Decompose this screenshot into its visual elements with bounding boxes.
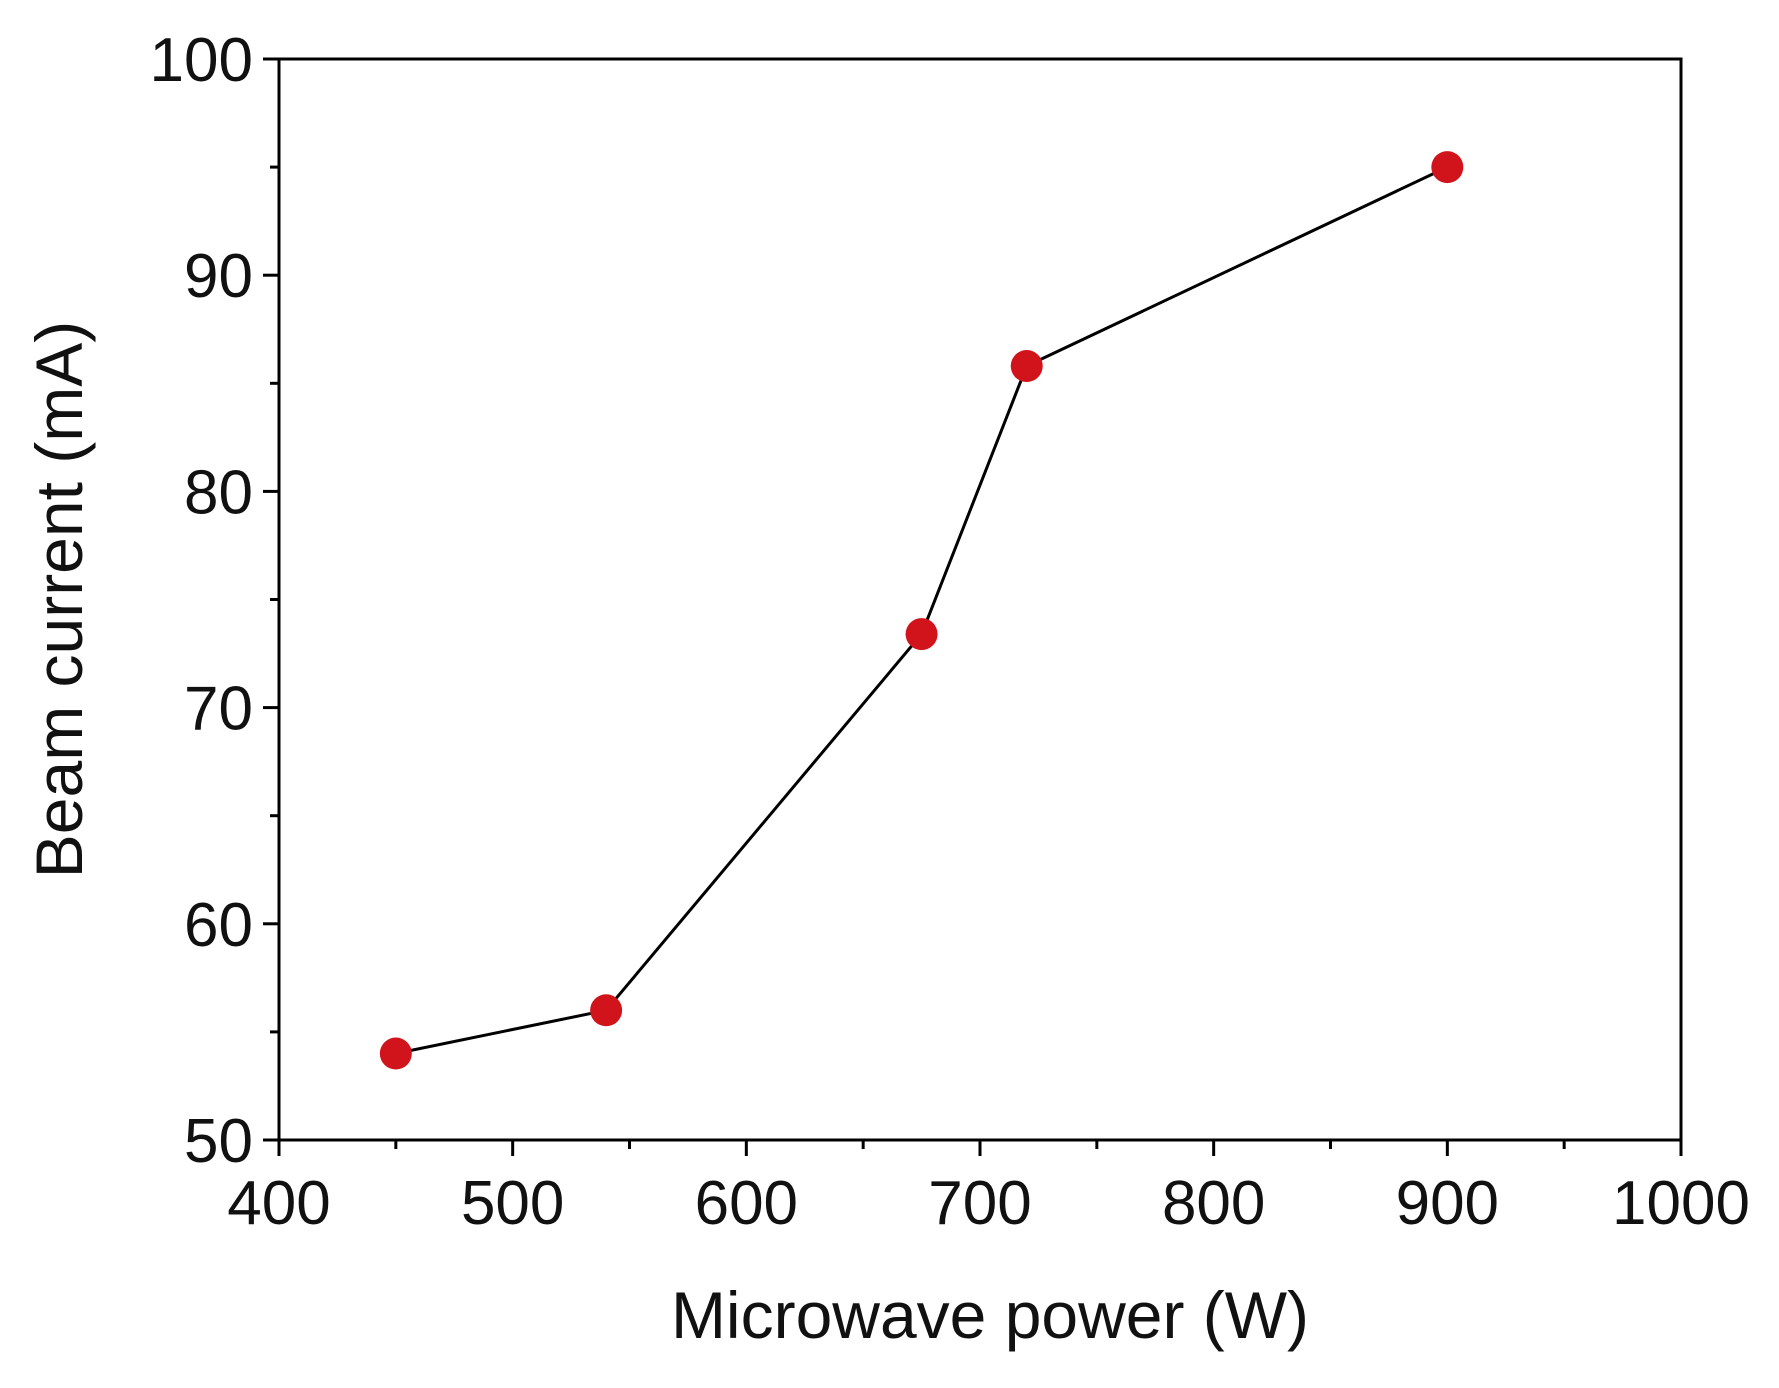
labels-layer: Microwave power (W) Beam current (mA) — [22, 321, 1309, 1352]
x-tick-label: 700 — [928, 1169, 1031, 1238]
y-axis-label: Beam current (mA) — [22, 321, 96, 878]
x-tick-label: 800 — [1162, 1169, 1265, 1238]
x-tick-label: 1000 — [1612, 1169, 1750, 1238]
plot-frame — [277, 57, 1683, 1142]
x-axis-label: Microwave power (W) — [671, 1278, 1309, 1352]
data-point — [1431, 151, 1464, 184]
y-tick-label: 70 — [184, 675, 253, 744]
data-point — [905, 618, 938, 651]
series-layer — [379, 151, 1464, 1070]
y-tick-label: 60 — [184, 891, 253, 960]
y-tick-label: 90 — [184, 242, 253, 311]
y-tick-label: 100 — [150, 26, 253, 95]
y-tick-label: 80 — [184, 458, 253, 527]
data-point — [590, 994, 623, 1027]
ticks-layer: 400 500 600 700 800 900 1000 50 60 70 80 90 100 — [150, 26, 1750, 1238]
series-line — [395, 165, 1448, 1055]
x-tick-label: 500 — [461, 1169, 564, 1238]
data-point — [379, 1037, 412, 1070]
y-tick-label: 50 — [184, 1107, 253, 1176]
x-tick-label: 400 — [227, 1169, 330, 1238]
x-tick-label: 600 — [695, 1169, 798, 1238]
data-point — [1010, 350, 1043, 383]
x-tick-label: 900 — [1396, 1169, 1499, 1238]
